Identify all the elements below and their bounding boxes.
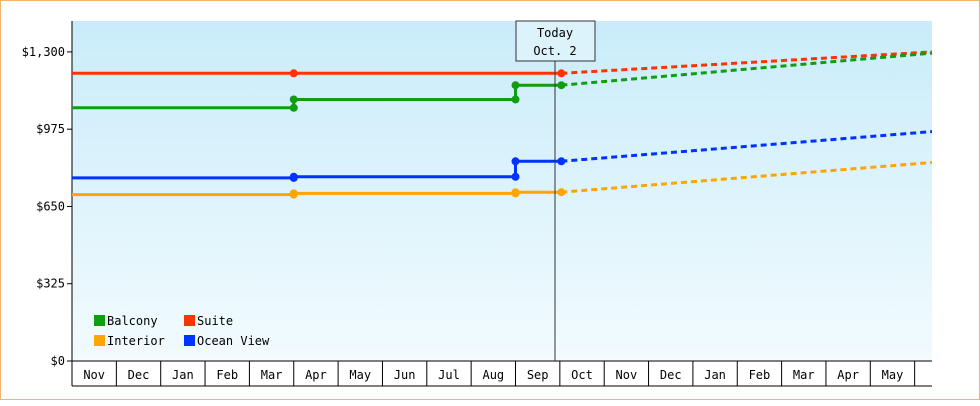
data-point bbox=[289, 189, 298, 198]
today-marker: Today Oct. 2 bbox=[515, 20, 596, 361]
y-tick-label: $1,300 bbox=[22, 45, 65, 59]
y-tick-label: $650 bbox=[36, 199, 65, 213]
data-point bbox=[511, 172, 520, 181]
x-tick-label: Sep bbox=[527, 368, 549, 382]
data-point bbox=[289, 69, 298, 78]
x-tick-label: Mar bbox=[261, 368, 283, 382]
x-tick-label: Jul bbox=[438, 368, 460, 382]
today-date: Oct. 2 bbox=[533, 44, 576, 58]
legend-label: Balcony bbox=[107, 314, 158, 328]
series-ocean-view bbox=[72, 130, 933, 182]
series-line bbox=[72, 83, 562, 110]
series-projection-line bbox=[561, 130, 933, 163]
x-tick-label: Nov bbox=[616, 368, 638, 382]
data-point bbox=[289, 103, 298, 112]
x-tick-label: Jan bbox=[704, 368, 726, 382]
data-point bbox=[557, 69, 566, 78]
y-tick-label: $975 bbox=[36, 122, 65, 136]
x-axis: Nov Dec Jan Feb Mar Apr May Jun Jul Aug Sep Oct Nov D… bbox=[71, 360, 932, 387]
data-point bbox=[557, 81, 566, 90]
x-tick-label: Jan bbox=[172, 368, 194, 382]
x-tick-label: Dec bbox=[660, 368, 682, 382]
x-tick-label: Apr bbox=[305, 368, 327, 382]
series-balcony bbox=[72, 51, 933, 112]
data-point bbox=[557, 157, 566, 166]
x-tick-label: Oct bbox=[571, 368, 593, 382]
data-point bbox=[557, 188, 566, 197]
x-tick-label: Dec bbox=[128, 368, 150, 382]
x-tick-label: May bbox=[349, 368, 371, 382]
legend-swatch bbox=[184, 335, 195, 346]
plot-background bbox=[72, 21, 932, 361]
data-point bbox=[511, 188, 520, 197]
legend-swatch bbox=[184, 315, 195, 326]
legend-swatch bbox=[94, 335, 105, 346]
legend: Balcony Suite Interior Ocean View bbox=[94, 314, 270, 348]
y-tick-label: $325 bbox=[36, 277, 65, 291]
y-axis: $0 $325 $650 $975 $1,300 bbox=[22, 21, 73, 368]
today-label: Today bbox=[537, 26, 573, 40]
x-tick-label: Mar bbox=[793, 368, 815, 382]
data-point bbox=[289, 95, 298, 104]
x-tick-label: Nov bbox=[83, 368, 105, 382]
legend-label: Ocean View bbox=[197, 334, 270, 348]
series-line bbox=[72, 190, 562, 197]
today-box bbox=[515, 20, 596, 62]
legend-label: Suite bbox=[197, 314, 233, 328]
data-point bbox=[511, 95, 520, 104]
x-tick-label: Feb bbox=[749, 368, 771, 382]
x-tick-label: Aug bbox=[482, 368, 504, 382]
x-tick-label: Apr bbox=[837, 368, 859, 382]
x-tick-label: May bbox=[882, 368, 904, 382]
series-interior bbox=[72, 160, 933, 199]
series-layer bbox=[72, 50, 933, 199]
y-tick-label: $0 bbox=[51, 354, 65, 368]
series-projection-line bbox=[561, 50, 933, 75]
series-projection-line bbox=[561, 160, 933, 194]
series-line bbox=[72, 159, 562, 180]
legend-label: Interior bbox=[107, 334, 165, 348]
series-projection-line bbox=[561, 51, 933, 87]
legend-swatch bbox=[94, 315, 105, 326]
data-point bbox=[289, 172, 298, 181]
x-tick-label: Feb bbox=[216, 368, 238, 382]
data-point bbox=[511, 157, 520, 166]
x-tick-label: Jun bbox=[394, 368, 416, 382]
series-suite bbox=[72, 50, 933, 78]
data-point bbox=[511, 81, 520, 90]
